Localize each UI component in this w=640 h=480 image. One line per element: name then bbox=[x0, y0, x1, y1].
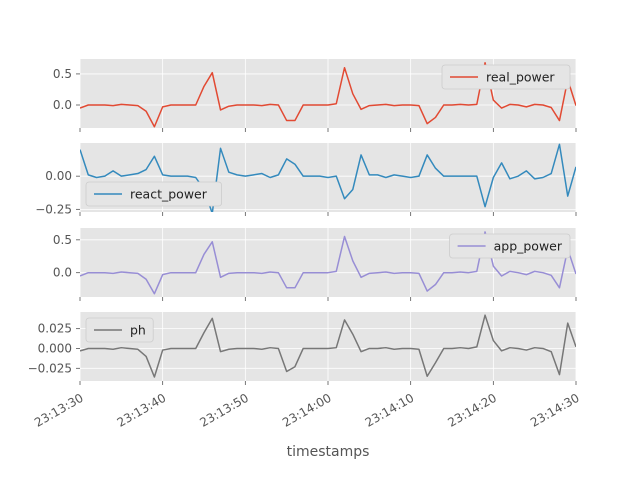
panel-app_power: 0.0 0.5 app_power bbox=[53, 228, 577, 301]
series-line-ph bbox=[80, 314, 576, 378]
x-tick-label: 23:14:10 bbox=[363, 391, 417, 430]
series-line-real_power bbox=[80, 61, 576, 128]
legend-box bbox=[449, 233, 571, 259]
legend-real_power: real_power bbox=[441, 64, 571, 90]
y-tick-label: 0.025 bbox=[38, 322, 72, 336]
legend-app_power: app_power bbox=[449, 233, 571, 259]
panel-real_power: 0.0 0.5 real_power bbox=[53, 59, 577, 132]
x-tick-label: 23:14:30 bbox=[528, 391, 582, 430]
x-axis: 23:13:30 23:13:40 23:13:50 23:14:00 23:14:10… bbox=[32, 391, 582, 430]
y-tick-label: 0.00 bbox=[45, 169, 72, 183]
chart-panels: 0.00.5 real_power−0.250.00react_power0.00… bbox=[28, 59, 577, 385]
y-tick-label: 0.5 bbox=[53, 233, 72, 247]
y-tick-label: 0.5 bbox=[53, 67, 72, 81]
panel-ph: −0.025 0.000 0.025 ph bbox=[28, 312, 577, 385]
series-line-app_power bbox=[80, 231, 576, 295]
legend-label: real_power bbox=[486, 70, 555, 85]
legend-label: react_power bbox=[130, 187, 208, 202]
y-tick-label: −0.25 bbox=[35, 202, 72, 216]
legend-box bbox=[85, 181, 223, 207]
x-tick-label: 23:14:00 bbox=[280, 391, 334, 430]
legend-label: app_power bbox=[494, 239, 563, 254]
y-tick-label: 0.000 bbox=[38, 341, 72, 355]
legend-react_power: react_power bbox=[85, 181, 223, 207]
y-tick-label: 0.0 bbox=[53, 266, 72, 280]
y-tick-label: −0.025 bbox=[28, 361, 72, 375]
x-tick-label: 23:13:50 bbox=[197, 391, 251, 430]
x-tick-label: 23:14:20 bbox=[445, 391, 499, 430]
series-line-react_power bbox=[80, 143, 576, 212]
legend-label: ph bbox=[130, 323, 146, 338]
x-tick-label: 23:13:40 bbox=[115, 391, 169, 430]
legend-ph: ph bbox=[85, 317, 154, 343]
legend-box bbox=[441, 64, 571, 90]
x-tick-label: 23:13:30 bbox=[32, 391, 86, 430]
panel-react_power: −0.25 0.00 react_power bbox=[35, 143, 577, 216]
y-tick-label: 0.0 bbox=[53, 98, 72, 112]
x-axis-label: timestamps bbox=[287, 444, 370, 460]
